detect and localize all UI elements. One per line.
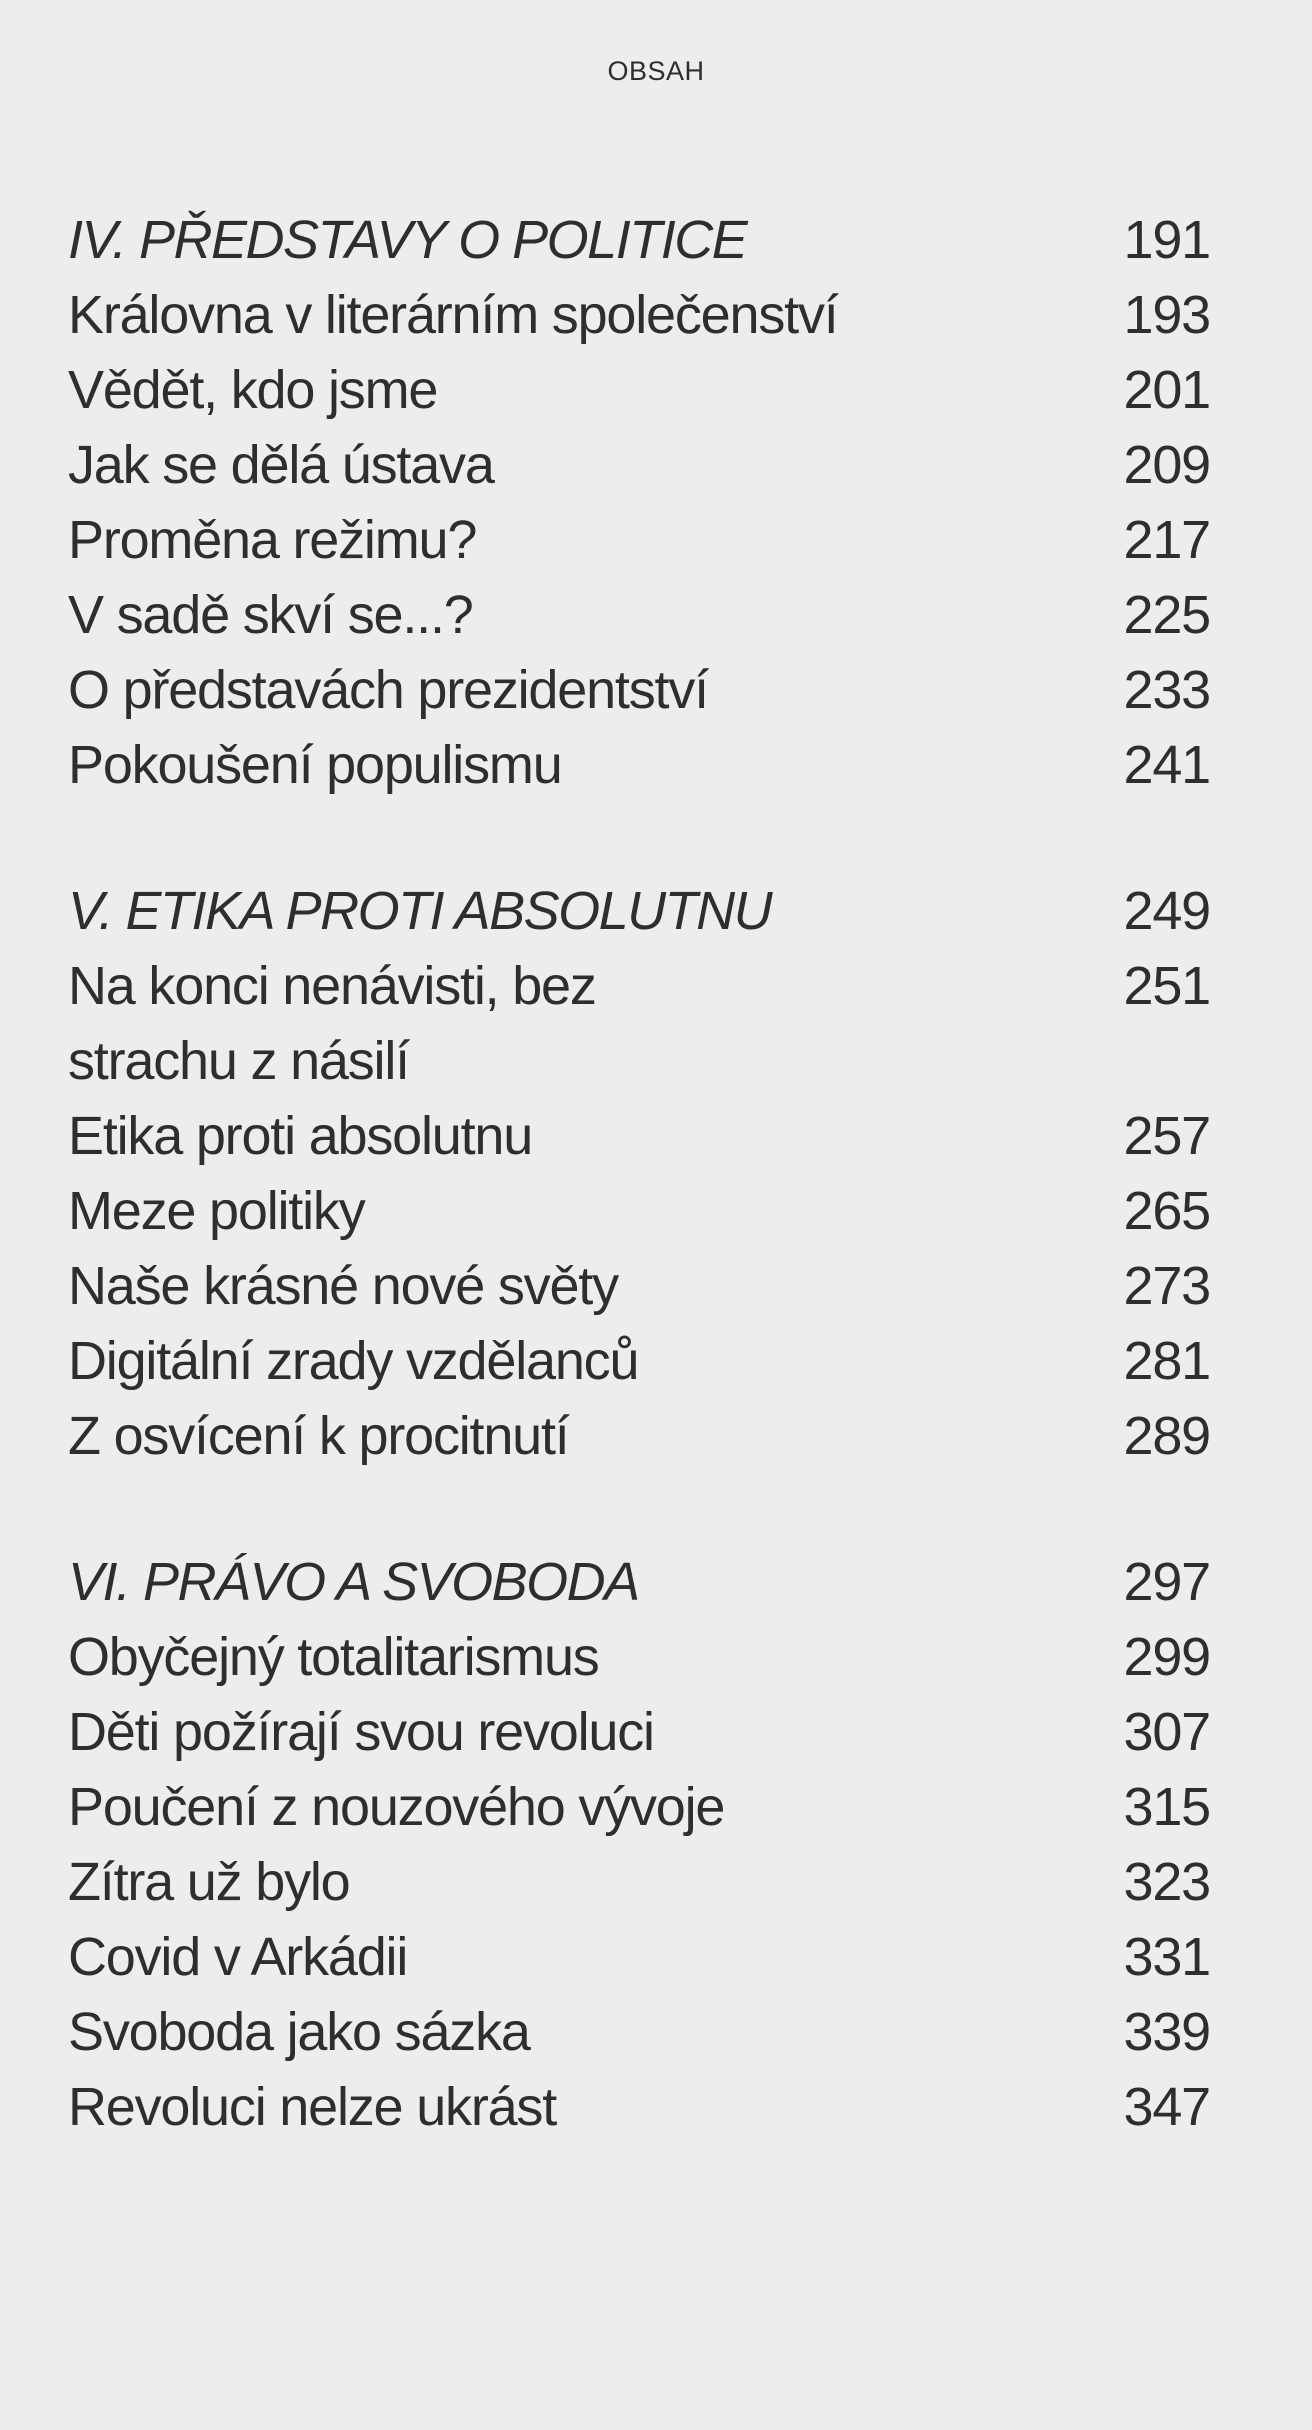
- page-number: 201: [1123, 360, 1212, 420]
- page-number: 299: [1123, 1627, 1212, 1687]
- page-number: 251: [1123, 956, 1212, 1016]
- page-number: 289: [1123, 1406, 1212, 1466]
- page-number: 297: [1123, 1552, 1212, 1612]
- entry-title: Děti požírají svou revoluci: [68, 1702, 655, 1762]
- entry-title: O představách prezidentství: [68, 660, 709, 720]
- page-number: 265: [1123, 1181, 1212, 1241]
- toc-entry: Revoluci nelze ukrást 347: [68, 2070, 1212, 2145]
- toc-entry: Na konci nenávisti, bez strachu z násilí…: [68, 949, 1212, 1099]
- toc-section: IV. PŘEDSTAVY O POLITICE 191 Královna v li…: [68, 203, 1212, 803]
- toc-entry: O představách prezidentství 233: [68, 653, 1212, 728]
- entry-title: Zítra už bylo: [68, 1852, 351, 1912]
- page-number: 307: [1123, 1702, 1212, 1762]
- toc-entry: Digitální zrady vzdělanců 281: [68, 1324, 1212, 1399]
- entry-title: VI. PRÁVO A SVOBODA: [68, 1552, 640, 1612]
- page-number: 217: [1123, 510, 1212, 570]
- toc-entry: Pokoušení populismu 241: [68, 728, 1212, 803]
- section-heading: V. ETIKA PROTI ABSOLUTNU 249: [68, 874, 1212, 949]
- entry-title: Etika proti absolutnu: [68, 1106, 533, 1166]
- toc-entry: Meze politiky 265: [68, 1174, 1212, 1249]
- entry-title: Poučení z nouzového vývoje: [68, 1777, 725, 1837]
- toc-entry: Vědět, kdo jsme 201: [68, 353, 1212, 428]
- entry-title: Svoboda jako sázka: [68, 2002, 531, 2062]
- toc-entry: Poučení z nouzového vývoje 315: [68, 1770, 1212, 1845]
- page-header: OBSAH: [607, 56, 705, 86]
- toc-entry: Etika proti absolutnu 257: [68, 1099, 1212, 1174]
- table-of-contents: IV. PŘEDSTAVY O POLITICE 191 Královna v li…: [68, 203, 1212, 2145]
- entry-title: IV. PŘEDSTAVY O POLITICE: [68, 210, 748, 270]
- entry-title: Proměna režimu?: [68, 510, 477, 570]
- toc-section: VI. PRÁVO A SVOBODA 297 Obyčejný totalitar…: [68, 1545, 1212, 2145]
- toc-entry: Svoboda jako sázka 339: [68, 1995, 1212, 2070]
- entry-title: Naše krásné nové světy: [68, 1256, 619, 1316]
- toc-entry: Obyčejný totalitarismus 299: [68, 1620, 1212, 1695]
- page-number: 257: [1123, 1106, 1212, 1166]
- section-heading: VI. PRÁVO A SVOBODA 297: [68, 1545, 1212, 1620]
- page-number: 315: [1123, 1777, 1212, 1837]
- toc-entry: Jak se dělá ústava 209: [68, 428, 1212, 503]
- page-number: 273: [1123, 1256, 1212, 1316]
- page-number: 209: [1123, 435, 1212, 495]
- toc-entry: Děti požírají svou revoluci 307: [68, 1695, 1212, 1770]
- entry-title: Jak se dělá ústava: [68, 435, 495, 495]
- page-number: 191: [1123, 210, 1212, 270]
- entry-title: Královna v literárním společenství: [68, 285, 839, 345]
- page-number: 249: [1123, 881, 1212, 941]
- page-number: 347: [1123, 2077, 1212, 2137]
- toc-entry: Covid v Arkádii 331: [68, 1920, 1212, 1995]
- section-heading: IV. PŘEDSTAVY O POLITICE 191: [68, 203, 1212, 278]
- toc-section: V. ETIKA PROTI ABSOLUTNU 249 Na konci nená…: [68, 874, 1212, 1474]
- toc-entry: Královna v literárním společenství 193: [68, 278, 1212, 353]
- entry-title: Pokoušení populismu: [68, 735, 563, 795]
- toc-entry: Zítra už bylo 323: [68, 1845, 1212, 1920]
- toc-entry: Proměna režimu? 217: [68, 503, 1212, 578]
- page-number: 193: [1123, 285, 1212, 345]
- entry-title: Meze politiky: [68, 1181, 366, 1241]
- toc-entry: Naše krásné nové světy 273: [68, 1249, 1212, 1324]
- page-number: 233: [1123, 660, 1212, 720]
- entry-title: Na konci nenávisti, bez strachu z násilí: [68, 956, 597, 1091]
- entry-title: Revoluci nelze ukrást: [68, 2077, 557, 2137]
- page-number: 225: [1123, 585, 1212, 645]
- entry-title: V sadě skví se...?: [68, 585, 474, 645]
- toc-entry: V sadě skví se...? 225: [68, 578, 1212, 653]
- entry-title: Z osvícení k procitnutí: [68, 1406, 570, 1466]
- toc-entry: Z osvícení k procitnutí 289: [68, 1399, 1212, 1474]
- entry-title: Obyčejný totalitarismus: [68, 1627, 600, 1687]
- entry-title: Vědět, kdo jsme: [68, 360, 438, 420]
- page-number: 281: [1123, 1331, 1212, 1391]
- entry-title: Covid v Arkádii: [68, 1927, 408, 1987]
- page-number: 323: [1123, 1852, 1212, 1912]
- page-number: 241: [1123, 735, 1212, 795]
- page-number: 331: [1123, 1927, 1212, 1987]
- entry-title: Digitální zrady vzdělanců: [68, 1331, 640, 1391]
- page-number: 339: [1123, 2002, 1212, 2062]
- entry-title: V. ETIKA PROTI ABSOLUTNU: [68, 881, 773, 941]
